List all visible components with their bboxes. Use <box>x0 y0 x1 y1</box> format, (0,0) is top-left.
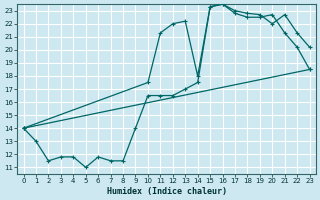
X-axis label: Humidex (Indice chaleur): Humidex (Indice chaleur) <box>107 187 227 196</box>
